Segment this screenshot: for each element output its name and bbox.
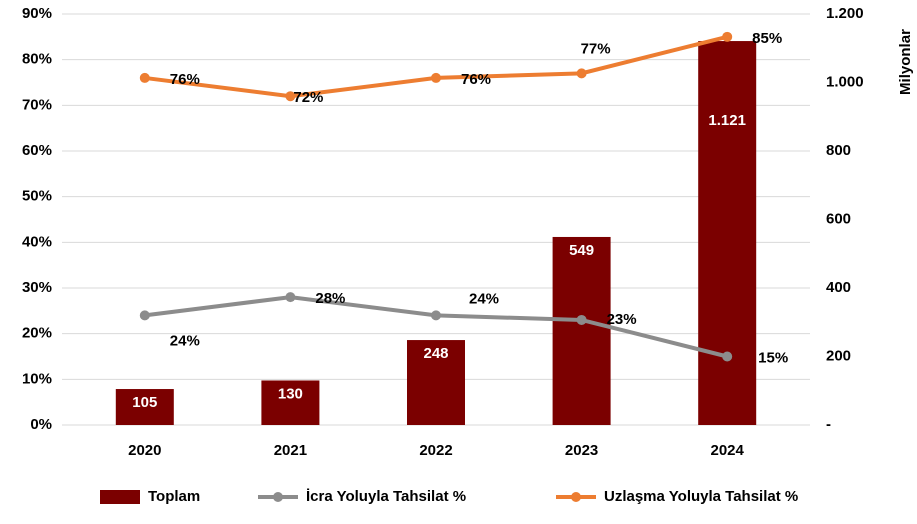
y2-tick-label: 200 [826,347,851,364]
legend-swatch [100,490,140,504]
legend-swatch [273,492,283,502]
x-tick-label: 2022 [419,442,452,459]
line-point [722,31,733,42]
x-tick-label: 2024 [711,442,745,459]
bar [407,340,465,425]
x-tick-label: 2023 [565,442,598,459]
legend-label: İcra Yoluyla Tahsilat % [306,488,466,505]
line-value-label: 28% [315,290,345,307]
y-tick-label: 80% [22,51,52,68]
legend-swatch [571,492,581,502]
bar [261,380,320,425]
line-value-label: 76% [170,71,200,88]
line-value-label: 24% [469,290,499,307]
y2-tick-label: - [826,416,831,433]
line-value-label: 85% [752,30,782,47]
y-tick-label: 20% [22,325,52,342]
line-point [431,310,441,321]
x-tick-label: 2021 [274,442,307,459]
bar-value-label: 130 [278,385,303,402]
legend-label: Uzlaşma Yoluyla Tahsilat % [604,488,798,505]
line-point [285,292,296,303]
line-point [431,72,441,83]
bar-value-label: 248 [423,345,448,362]
x-tick-label: 2020 [128,442,161,459]
bar [552,236,611,425]
y-tick-label: 10% [22,370,52,387]
legend-label: Toplam [148,488,200,505]
line-value-label: 24% [170,332,200,349]
y-tick-label: 40% [22,233,52,250]
y-tick-label: 60% [22,142,52,159]
y2-axis-label: Milyonlar [897,29,914,95]
y-tick-label: 30% [22,279,52,296]
y2-tick-label: 600 [826,210,851,227]
line-point [576,68,587,79]
line-value-label: 23% [607,311,637,328]
y2-tick-label: 1.200 [826,5,864,22]
line-point [139,72,150,83]
line-point [576,314,587,325]
y2-tick-label: 800 [826,142,851,159]
line-value-label: 77% [581,40,611,57]
bar [698,41,757,426]
y-tick-label: 50% [22,188,52,205]
line-point [722,351,733,362]
bar-value-label: 105 [132,394,157,411]
line-point [285,91,296,102]
y-tick-label: 90% [22,5,52,22]
bar [115,389,174,425]
y-tick-label: 0% [30,416,52,433]
line [144,34,728,99]
line-value-label: 72% [293,89,323,106]
line-point [139,310,150,321]
y2-tick-label: 400 [826,279,851,296]
line-value-label: 76% [461,71,491,88]
y-tick-label: 70% [22,96,52,113]
bar-value-label: 549 [569,242,594,259]
line-value-label: 15% [758,349,788,366]
bar-value-label: 1.121 [708,112,746,129]
y2-tick-label: 1.000 [826,73,864,90]
